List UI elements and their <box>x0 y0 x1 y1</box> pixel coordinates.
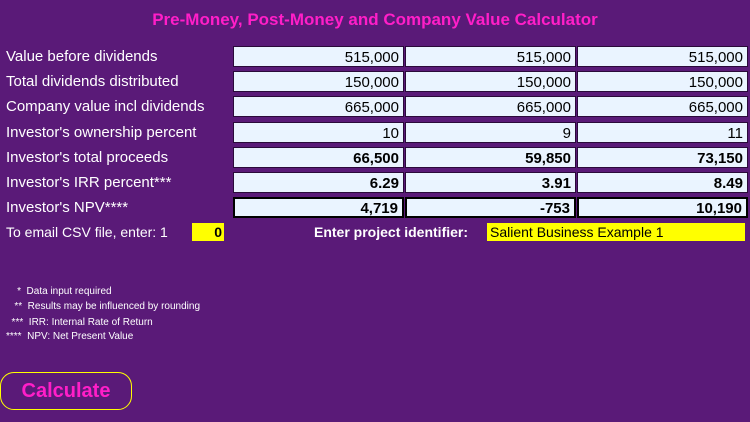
note-rounding: ** Results may be influenced by rounding <box>6 301 200 312</box>
value-before-dividends-field-2[interactable]: 515,000 <box>405 46 576 67</box>
row-total-proceeds: Investor's total proceeds 66,500 59,850 … <box>0 147 750 169</box>
company-value-result-3: 665,000 <box>577 96 748 117</box>
npv-result-2: -753 <box>405 197 576 218</box>
irr-percent-result-3: 8.49 <box>577 172 748 193</box>
row-label: Investor's ownership percent <box>6 124 197 141</box>
company-value-result-1: 665,000 <box>233 96 404 117</box>
page-title: Pre-Money, Post-Money and Company Value … <box>152 10 598 29</box>
row-label: Total dividends distributed <box>6 73 179 90</box>
row-value-before-dividends: Value before dividends 515,000 515,000 5… <box>0 46 750 68</box>
total-dividends-field-2[interactable]: 150,000 <box>405 71 576 92</box>
irr-percent-result-2: 3.91 <box>405 172 576 193</box>
calculate-button[interactable]: Calculate <box>0 372 132 410</box>
npv-result-1: 4,719 <box>233 197 404 218</box>
ownership-percent-field-3[interactable]: 11 <box>577 122 748 143</box>
row-npv: Investor's NPV**** 4,719 -753 10,190 <box>0 197 750 219</box>
row-label: Company value incl dividends <box>6 98 205 115</box>
project-identifier-input[interactable]: Salient Business Example 1 <box>487 223 745 241</box>
irr-percent-result-1: 6.29 <box>233 172 404 193</box>
total-proceeds-result-3: 73,150 <box>577 147 748 168</box>
email-csv-input[interactable]: 0 <box>192 223 224 241</box>
row-total-dividends: Total dividends distributed 150,000 150,… <box>0 71 750 93</box>
email-csv-label: To email CSV file, enter: 1 <box>6 224 168 240</box>
row-company-value: Company value incl dividends 665,000 665… <box>0 96 750 118</box>
note-irr: *** IRR: Internal Rate of Return <box>6 317 153 328</box>
total-dividends-field-3[interactable]: 150,000 <box>577 71 748 92</box>
row-label: Investor's NPV**** <box>6 199 129 216</box>
ownership-percent-field-2[interactable]: 9 <box>405 122 576 143</box>
npv-result-3: 10,190 <box>577 197 748 218</box>
value-before-dividends-field-3[interactable]: 515,000 <box>577 46 748 67</box>
row-label: Value before dividends <box>6 48 158 65</box>
row-label: Investor's IRR percent*** <box>6 174 172 191</box>
total-proceeds-result-2: 59,850 <box>405 147 576 168</box>
total-dividends-field-1[interactable]: 150,000 <box>233 71 404 92</box>
note-npv: **** NPV: Net Present Value <box>6 331 134 342</box>
row-label: Investor's total proceeds <box>6 149 169 166</box>
row-ownership-percent: Investor's ownership percent 10 9 11 <box>0 122 750 144</box>
value-before-dividends-field-1[interactable]: 515,000 <box>233 46 404 67</box>
company-value-result-2: 665,000 <box>405 96 576 117</box>
row-irr-percent: Investor's IRR percent*** 6.29 3.91 8.49 <box>0 172 750 194</box>
project-identifier-label: Enter project identifier: <box>314 224 469 240</box>
total-proceeds-result-1: 66,500 <box>233 147 404 168</box>
ownership-percent-field-1[interactable]: 10 <box>233 122 404 143</box>
note-data-input: * Data input required <box>6 286 112 297</box>
